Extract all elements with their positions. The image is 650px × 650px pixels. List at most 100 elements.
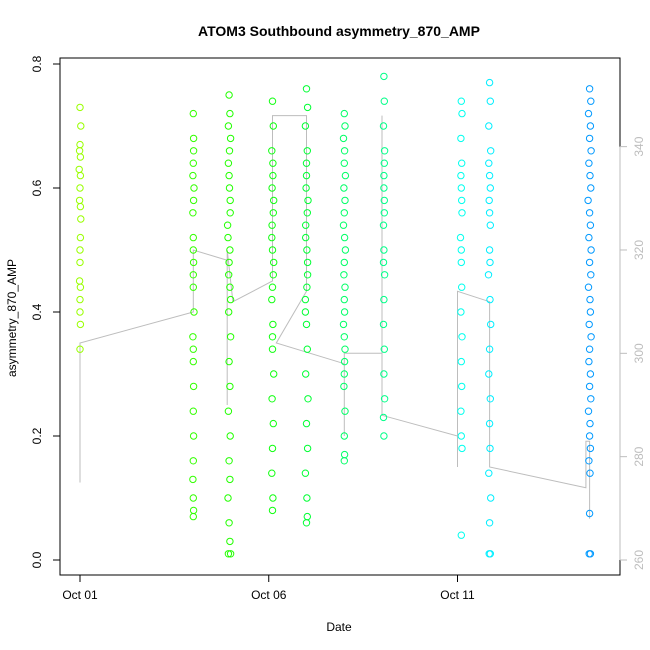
data-point — [302, 221, 310, 229]
y-tick-label: 0.4 — [30, 303, 44, 320]
data-point — [226, 295, 235, 304]
data-point — [268, 506, 277, 515]
data-point — [586, 295, 594, 304]
data-point — [268, 283, 277, 291]
data-point — [584, 283, 593, 291]
data-point — [76, 283, 85, 291]
data-point — [224, 407, 233, 415]
data-point — [341, 122, 349, 130]
data-point — [189, 196, 198, 205]
data-point — [458, 196, 466, 205]
data-point — [225, 184, 234, 192]
data-point — [269, 320, 277, 329]
data-point — [225, 258, 233, 267]
data-point — [225, 147, 234, 155]
data-point — [224, 233, 232, 242]
data-point — [189, 432, 198, 440]
data-point — [380, 395, 389, 403]
data-point — [380, 432, 388, 440]
data-point — [340, 370, 348, 378]
data-point — [457, 407, 465, 415]
data-point — [225, 308, 233, 316]
data-point — [76, 202, 85, 211]
data-point — [269, 171, 277, 180]
data-point — [585, 159, 593, 167]
data-point — [339, 221, 348, 229]
trace-line — [79, 115, 591, 519]
data-point — [268, 233, 276, 242]
data-point — [302, 519, 311, 527]
data-point — [340, 333, 348, 341]
data-point — [379, 320, 388, 329]
data-point — [303, 103, 312, 112]
data-point — [586, 469, 594, 477]
data-point — [586, 171, 594, 180]
data-point — [223, 221, 232, 229]
data-point — [380, 97, 388, 105]
data-point — [189, 258, 198, 267]
data-point — [226, 537, 234, 546]
data-point — [268, 444, 277, 453]
data-point — [303, 283, 311, 291]
data-point — [189, 283, 198, 291]
data-point — [485, 345, 494, 353]
data-point — [380, 345, 388, 353]
data-point — [189, 512, 198, 521]
data-point — [585, 209, 594, 217]
data-point — [189, 457, 198, 465]
data-point — [585, 345, 594, 353]
plot-frame — [59, 57, 621, 576]
data-point — [269, 159, 277, 167]
data-point — [340, 159, 348, 167]
data-point — [587, 184, 595, 192]
data-point — [485, 469, 493, 477]
data-point — [458, 444, 466, 453]
data-point — [268, 395, 276, 403]
data-point — [226, 196, 234, 205]
data-point — [458, 333, 466, 341]
data-point — [585, 320, 593, 329]
data-point — [303, 147, 311, 155]
data-point — [585, 550, 593, 558]
y2-tick-label: 280 — [632, 446, 646, 466]
data-point — [303, 444, 312, 453]
data-point — [485, 209, 494, 217]
data-point — [380, 370, 388, 378]
data-point — [189, 233, 198, 242]
data-point — [269, 122, 277, 130]
data-point — [340, 209, 348, 217]
data-point — [226, 109, 234, 118]
data-point — [341, 196, 349, 205]
data-point — [189, 382, 198, 391]
data-point — [189, 147, 198, 155]
data-point — [379, 258, 388, 267]
secondary-trace — [79, 115, 591, 519]
data-point — [302, 370, 310, 378]
data-point — [76, 233, 85, 242]
data-point — [75, 147, 84, 155]
secondary-y-axis: 260 280 300 320 340 — [619, 136, 646, 570]
data-point — [75, 165, 83, 174]
data-point — [587, 97, 595, 105]
data-point — [75, 277, 84, 285]
data-point — [302, 159, 311, 167]
data-point — [380, 184, 388, 192]
data-point — [587, 271, 595, 279]
data-point — [586, 419, 594, 428]
data-point — [380, 147, 389, 155]
data-point — [226, 382, 234, 391]
data-point — [226, 475, 234, 484]
data-point — [456, 233, 465, 242]
data-point — [486, 184, 494, 192]
data-point — [226, 432, 234, 440]
y2-tick-label: 340 — [632, 136, 646, 156]
data-points — [75, 72, 595, 558]
data-point — [189, 506, 198, 515]
data-point — [76, 140, 84, 149]
data-point — [486, 395, 494, 403]
data-point — [457, 308, 465, 316]
data-point — [268, 221, 276, 229]
data-point — [457, 97, 465, 105]
data-point — [585, 509, 594, 518]
data-point — [341, 283, 349, 291]
